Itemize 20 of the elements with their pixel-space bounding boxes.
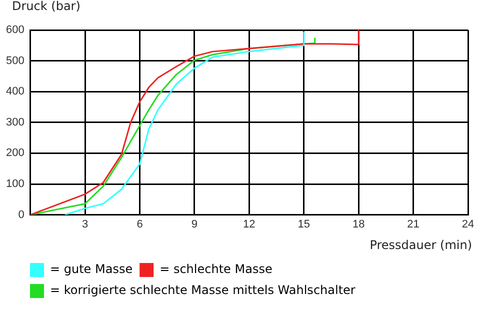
y-tick-label: 500	[6, 54, 24, 67]
y-tick-label: 400	[6, 86, 24, 98]
y-tick-label: 600	[6, 24, 24, 36]
legend-label: = korrigierte schlechte Masse mittels Wahlschalter	[50, 283, 356, 298]
x-tick-label: 15	[298, 218, 310, 230]
x-tick-label: 21	[407, 218, 420, 230]
x-tick-label: 6	[136, 218, 143, 230]
x-tick-label: 18	[352, 218, 365, 230]
legend-label: = schlechte Masse	[160, 262, 272, 276]
x-tick-label: 12	[243, 218, 256, 230]
y-tick-label: 300	[6, 116, 24, 128]
y-tick-label: 200	[6, 147, 24, 160]
y-tick-label: 100	[6, 178, 24, 190]
legend-label: = gute Masse	[50, 262, 133, 276]
x-tick-label: 3	[82, 218, 88, 230]
x-tick-label: 9	[191, 218, 198, 230]
x-axis-title: Pressdauer (min)	[370, 238, 472, 252]
x-tick-label: 24	[462, 218, 474, 230]
y-tick-label: 0	[18, 208, 24, 221]
y-axis-title: Druck (bar)	[12, 0, 80, 13]
